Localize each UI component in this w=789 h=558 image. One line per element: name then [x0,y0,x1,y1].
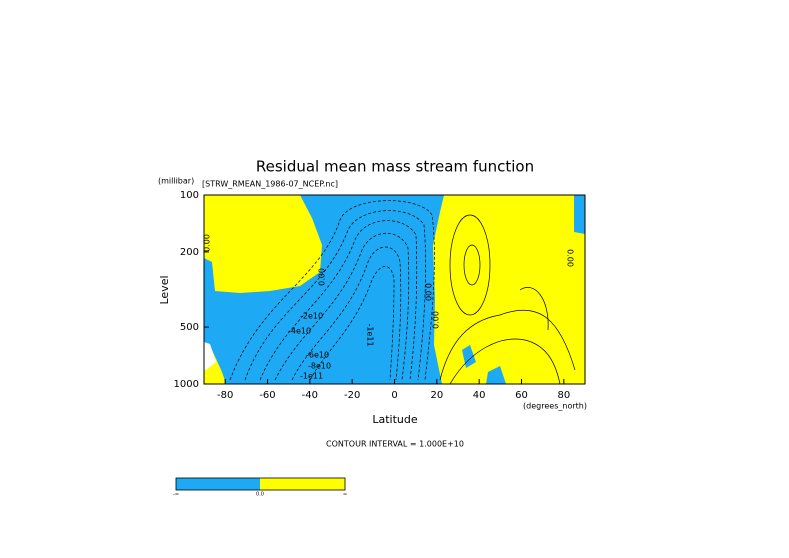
x-tick-label: -40 [302,390,318,401]
x-tick-label: 60 [515,390,528,401]
y-units: (millibar) [158,177,194,186]
contour-label: 0.00 [424,283,433,301]
contour-label: -8e10 [308,362,331,371]
chart-title: Residual mean mass stream function [256,158,534,176]
colorbar-positive [260,478,345,490]
contour-label: 0.00 [566,249,575,267]
x-units: (degrees_north) [523,402,587,411]
missing-data [204,342,216,370]
contour-label: -1e11 [366,323,375,346]
colorbar-negative [176,478,260,490]
contour-label: -2e10 [300,312,323,321]
y-tick-label: 100 [180,190,199,201]
y-tick-label: 1000 [174,379,199,390]
contour-label: 0.00 [203,234,212,252]
colorbar-frame [175,477,346,491]
colorbar-label: ∞ [343,492,347,498]
positive-contours [439,214,576,385]
positive-fill [433,195,585,384]
x-tick-label: -20 [344,390,360,401]
negative-contours [229,200,435,381]
contour-label: 0.00 [432,311,441,329]
colorbar: -∞ 0.0 ∞ [173,477,347,498]
y-tick-label: 500 [180,322,199,333]
subtitle: [STRW_RMEAN_1986-07_NCEP.nc] [202,180,338,189]
x-tick-label: 40 [473,390,486,401]
x-tick-label: 20 [430,390,443,401]
contour-label: -1e11 [300,372,323,381]
positive-fill [204,195,322,293]
x-tick-label: -80 [217,390,233,401]
x-axis-label: Latitude [372,413,418,426]
negative-fill [462,345,506,384]
y-axis-label: Level [158,275,171,304]
x-tick-label: 0 [391,390,397,401]
colorbar-label: 0.0 [256,492,264,498]
x-tick-label: -60 [259,390,275,401]
contour-label: -4e10 [288,327,311,336]
contour-label: 0.00 [318,268,327,286]
colorbar-label: -∞ [173,492,179,498]
y-tick-label: 200 [180,247,199,258]
x-tick-label: 80 [557,390,570,401]
contour-label: -6e10 [306,351,329,360]
plot-area: 0.00 0.00 0.00 -2e10 -4e10 -6e10 -8e10 -… [203,194,586,385]
contour-interval: CONTOUR INTERVAL = 1.000E+10 [326,440,464,449]
